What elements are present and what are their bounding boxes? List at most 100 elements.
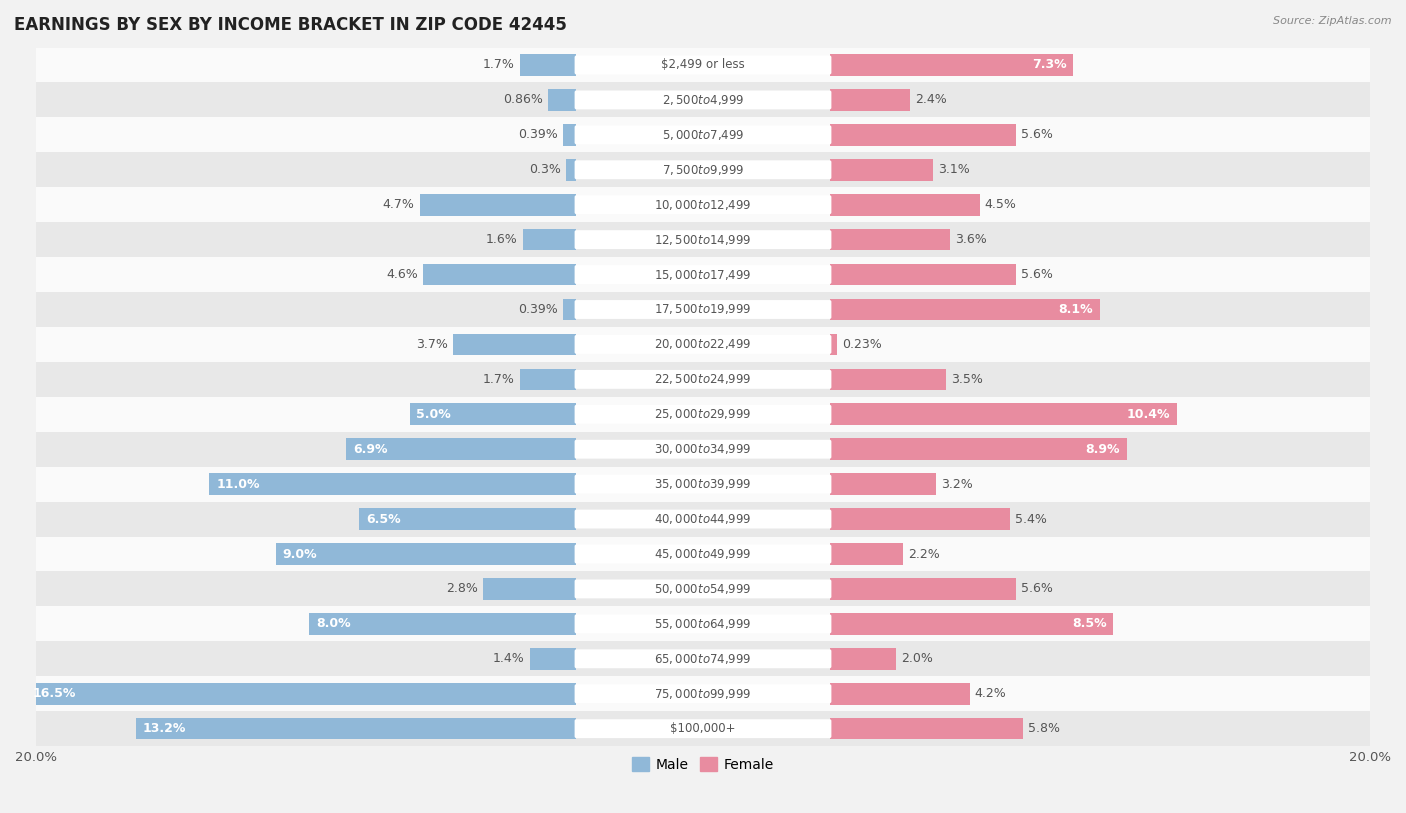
Bar	[37, 222, 1369, 257]
Text: 5.0%: 5.0%	[416, 408, 451, 421]
Text: 3.1%: 3.1%	[938, 163, 970, 176]
Text: 4.5%: 4.5%	[984, 198, 1017, 211]
FancyBboxPatch shape	[575, 265, 831, 284]
Text: 6.9%: 6.9%	[353, 443, 387, 456]
Bar	[37, 432, 1369, 467]
Bar	[453, 333, 576, 355]
Text: $2,500 to $4,999: $2,500 to $4,999	[662, 93, 744, 107]
Text: 5.8%: 5.8%	[1028, 722, 1060, 735]
Bar	[830, 578, 1017, 600]
Bar	[547, 89, 576, 111]
Bar	[830, 263, 1017, 285]
Text: 0.3%: 0.3%	[530, 163, 561, 176]
Bar	[37, 467, 1369, 502]
FancyBboxPatch shape	[575, 55, 831, 75]
Bar	[37, 257, 1369, 292]
Bar	[37, 292, 1369, 327]
Bar	[830, 683, 970, 705]
Bar	[482, 578, 576, 600]
Text: $17,500 to $19,999: $17,500 to $19,999	[654, 302, 752, 316]
Bar	[37, 537, 1369, 572]
Bar	[37, 676, 1369, 711]
Text: 1.7%: 1.7%	[482, 59, 515, 72]
Text: 2.2%: 2.2%	[908, 547, 939, 560]
Text: 1.6%: 1.6%	[486, 233, 517, 246]
Text: $15,000 to $17,499: $15,000 to $17,499	[654, 267, 752, 281]
Text: $22,500 to $24,999: $22,500 to $24,999	[654, 372, 752, 386]
FancyBboxPatch shape	[575, 300, 831, 319]
FancyBboxPatch shape	[575, 615, 831, 633]
Text: 0.86%: 0.86%	[503, 93, 543, 107]
FancyBboxPatch shape	[575, 650, 831, 668]
FancyBboxPatch shape	[575, 685, 831, 703]
Text: Source: ZipAtlas.com: Source: ZipAtlas.com	[1274, 16, 1392, 26]
FancyBboxPatch shape	[575, 90, 831, 109]
Bar	[209, 473, 576, 495]
Bar	[564, 124, 576, 146]
Bar	[419, 193, 576, 215]
Bar	[830, 403, 1177, 425]
Text: $100,000+: $100,000+	[671, 722, 735, 735]
FancyBboxPatch shape	[575, 580, 831, 598]
Text: 0.23%: 0.23%	[842, 338, 882, 351]
FancyBboxPatch shape	[575, 125, 831, 144]
Text: 4.7%: 4.7%	[382, 198, 415, 211]
Text: 1.7%: 1.7%	[482, 373, 515, 386]
Text: 8.0%: 8.0%	[316, 617, 350, 630]
Bar	[830, 159, 934, 180]
FancyBboxPatch shape	[575, 510, 831, 528]
Text: $40,000 to $44,999: $40,000 to $44,999	[654, 512, 752, 526]
Text: 3.6%: 3.6%	[955, 233, 987, 246]
Bar	[37, 327, 1369, 362]
FancyBboxPatch shape	[575, 160, 831, 179]
Bar	[25, 683, 576, 705]
Bar	[423, 263, 576, 285]
Text: 5.4%: 5.4%	[1015, 512, 1046, 525]
Text: $65,000 to $74,999: $65,000 to $74,999	[654, 652, 752, 666]
Text: 5.6%: 5.6%	[1022, 582, 1053, 595]
Bar	[37, 711, 1369, 746]
FancyBboxPatch shape	[575, 195, 831, 214]
Text: 4.6%: 4.6%	[387, 268, 418, 281]
Bar	[37, 187, 1369, 222]
Text: EARNINGS BY SEX BY INCOME BRACKET IN ZIP CODE 42445: EARNINGS BY SEX BY INCOME BRACKET IN ZIP…	[14, 16, 567, 34]
Bar	[37, 397, 1369, 432]
Text: 1.4%: 1.4%	[494, 652, 524, 665]
FancyBboxPatch shape	[575, 475, 831, 493]
Bar	[830, 368, 946, 390]
Text: 13.2%: 13.2%	[143, 722, 186, 735]
Bar	[37, 362, 1369, 397]
Bar	[830, 54, 1073, 76]
Bar	[520, 54, 576, 76]
Bar	[409, 403, 576, 425]
Bar	[346, 438, 576, 460]
FancyBboxPatch shape	[575, 230, 831, 249]
Bar	[37, 502, 1369, 537]
Text: 4.2%: 4.2%	[974, 687, 1007, 700]
Bar	[136, 718, 576, 740]
Bar	[37, 152, 1369, 187]
Text: $7,500 to $9,999: $7,500 to $9,999	[662, 163, 744, 176]
Text: 16.5%: 16.5%	[32, 687, 76, 700]
Bar	[830, 193, 980, 215]
Text: $35,000 to $39,999: $35,000 to $39,999	[654, 477, 752, 491]
Bar	[37, 606, 1369, 641]
Bar	[830, 438, 1126, 460]
Bar	[830, 473, 936, 495]
Bar	[37, 47, 1369, 82]
Bar	[567, 159, 576, 180]
Text: 8.9%: 8.9%	[1085, 443, 1119, 456]
Bar	[360, 508, 576, 530]
Text: 6.5%: 6.5%	[366, 512, 401, 525]
Bar	[830, 508, 1010, 530]
Bar	[530, 648, 576, 670]
Text: 10.4%: 10.4%	[1126, 408, 1170, 421]
FancyBboxPatch shape	[575, 405, 831, 424]
Text: 8.1%: 8.1%	[1059, 303, 1094, 316]
Bar	[37, 641, 1369, 676]
Bar	[830, 124, 1017, 146]
Text: 3.5%: 3.5%	[952, 373, 983, 386]
Text: 11.0%: 11.0%	[217, 478, 260, 491]
Text: $55,000 to $64,999: $55,000 to $64,999	[654, 617, 752, 631]
Bar	[37, 572, 1369, 606]
